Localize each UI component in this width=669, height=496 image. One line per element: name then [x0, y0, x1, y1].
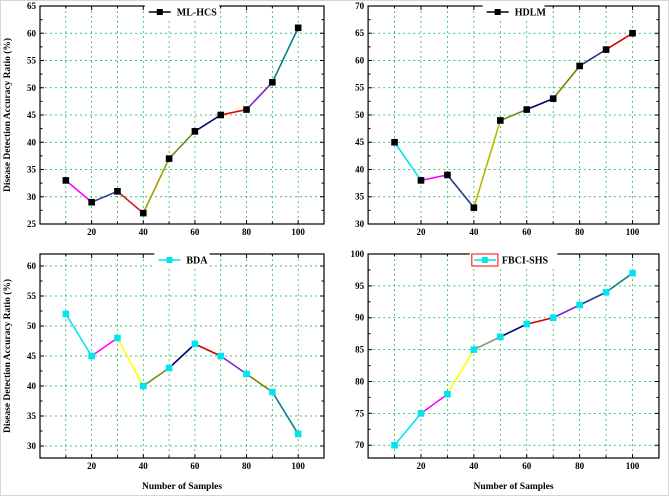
x-axis-title: Number of Samples — [142, 482, 222, 492]
x-tick-label: 100 — [626, 227, 640, 237]
x-tick-label: 40 — [469, 461, 479, 471]
plot-area: 20 40 60 80 100 30 35 40 45 50 55 60 BDA Number of Sa… — [2, 253, 325, 492]
y-tick-label: 50 — [27, 83, 37, 93]
x-tick-label: 60 — [190, 461, 200, 471]
legend: HDLM — [482, 5, 547, 19]
grid-lines — [40, 6, 324, 224]
y-tick-label: 65 — [27, 1, 37, 11]
y-tick-label: 60 — [355, 56, 365, 66]
y-tick-label: 55 — [27, 56, 37, 66]
y-tick-label: 100 — [351, 249, 365, 259]
y-tick-label: 30 — [27, 441, 37, 451]
x-tick-label: 80 — [575, 461, 585, 471]
y-tick-label: 50 — [27, 321, 37, 331]
y-axis-title: Disease Detection Accuracy Ratio (%) — [2, 279, 13, 433]
y-tick-label: 70 — [355, 1, 365, 11]
y-tick-label: 25 — [27, 219, 37, 229]
legend-marker — [494, 9, 501, 15]
legend-marker — [156, 9, 163, 15]
y-tick-label: 95 — [355, 281, 365, 291]
x-tick-label: 100 — [626, 461, 640, 471]
series-line — [393, 32, 633, 209]
y-tick-label: 90 — [355, 313, 365, 323]
x-tick-label: 100 — [291, 461, 305, 471]
plot-area: 20 40 60 80 100 30 35 40 45 50 55 60 65 70 HDLM — [355, 1, 660, 237]
y-tick-label: 35 — [27, 411, 37, 421]
x-tick-label: 100 — [291, 227, 305, 237]
y-tick-label: 80 — [355, 377, 365, 387]
legend-label: FBCI-SHS — [502, 256, 549, 267]
chart-bda: 20 40 60 80 100 30 35 40 45 50 55 60 BDA Number of Sa… — [0, 248, 334, 496]
chart-fbci-shs: 20 40 60 80 100 70 75 80 85 90 95 100 FBCI-SHS Number… — [334, 248, 669, 496]
y-tick-label: 55 — [27, 291, 37, 301]
x-axis-title: Number of Samples — [473, 482, 553, 492]
y-tick-label: 40 — [27, 137, 37, 147]
x-tick-label: 20 — [87, 227, 97, 237]
y-tick-label: 70 — [355, 440, 365, 450]
y-tick-label: 35 — [355, 192, 365, 202]
y-axis-title: Disease Detection Accuracy Ratio (%) — [2, 38, 13, 192]
x-tick-label: 80 — [575, 227, 585, 237]
legend-label: ML-HCS — [177, 8, 217, 19]
y-tick-label: 30 — [27, 192, 37, 202]
y-tick-label: 40 — [27, 381, 37, 391]
series-line — [393, 272, 633, 446]
y-tick-label: 60 — [27, 261, 37, 271]
x-tick-label: 40 — [469, 227, 479, 237]
y-tick-label: 60 — [27, 28, 37, 38]
x-tick-label: 60 — [522, 461, 532, 471]
x-tick-label: 60 — [522, 227, 532, 237]
chart-bda-canvas: 20 40 60 80 100 30 35 40 45 50 55 60 BDA Number of Sa… — [2, 253, 325, 492]
legend: FBCI-SHS — [469, 253, 558, 267]
y-tick-label: 45 — [355, 137, 365, 147]
series-markers — [391, 29, 636, 211]
x-tick-label: 20 — [87, 461, 97, 471]
x-tick-label: 40 — [139, 227, 149, 237]
series-line — [65, 27, 299, 214]
y-tick-label: 40 — [355, 165, 365, 175]
x-tick-label: 20 — [416, 227, 426, 237]
plot-area: 20 40 60 80 100 25 30 35 40 45 50 55 60 65 ML-HCS Disea… — [2, 1, 325, 237]
y-tick-label: 85 — [355, 345, 365, 355]
series-markers — [62, 24, 302, 217]
x-tick-label: 20 — [416, 461, 426, 471]
y-tick-label: 45 — [27, 110, 37, 120]
chart-hdlm-canvas: 20 40 60 80 100 30 35 40 45 50 55 60 65 70 HDLM — [355, 1, 660, 237]
axis-ticks — [40, 254, 324, 458]
x-tick-label: 80 — [242, 461, 252, 471]
legend: BDA — [154, 253, 210, 267]
plot-area: 20 40 60 80 100 70 75 80 85 90 95 100 FBCI-SHS Number… — [351, 249, 660, 492]
y-tick-label: 30 — [355, 219, 365, 229]
y-tick-label: 50 — [355, 110, 365, 120]
legend-label: BDA — [186, 256, 208, 267]
legend-label: HDLM — [515, 8, 547, 19]
series-line — [65, 313, 299, 435]
chart-hdlm: 20 40 60 80 100 30 35 40 45 50 55 60 65 70 HDLM — [334, 0, 669, 248]
y-tick-label: 75 — [355, 408, 365, 418]
x-tick-label: 60 — [190, 227, 200, 237]
chart-ml-hcs-canvas: 20 40 60 80 100 25 30 35 40 45 50 55 60 65 ML-HCS Disea… — [2, 1, 325, 237]
axis-ticks — [368, 253, 659, 458]
legend: ML-HCS — [144, 5, 220, 19]
y-tick-label: 35 — [27, 165, 37, 175]
y-tick-label: 55 — [355, 83, 365, 93]
series-markers — [62, 310, 302, 438]
series-markers — [391, 269, 636, 449]
legend-marker — [166, 257, 173, 263]
legend-marker — [481, 257, 488, 263]
chart-ml-hcs: 20 40 60 80 100 25 30 35 40 45 50 55 60 65 ML-HCS Disea… — [0, 0, 334, 248]
x-tick-label: 40 — [139, 461, 149, 471]
legend-red-box — [471, 253, 499, 267]
y-tick-label: 45 — [27, 351, 37, 361]
x-tick-label: 80 — [242, 227, 252, 237]
y-tick-label: 65 — [355, 28, 365, 38]
grid-lines — [368, 254, 659, 458]
chart-fbci-shs-canvas: 20 40 60 80 100 70 75 80 85 90 95 100 FBCI-SHS Number… — [351, 249, 660, 492]
